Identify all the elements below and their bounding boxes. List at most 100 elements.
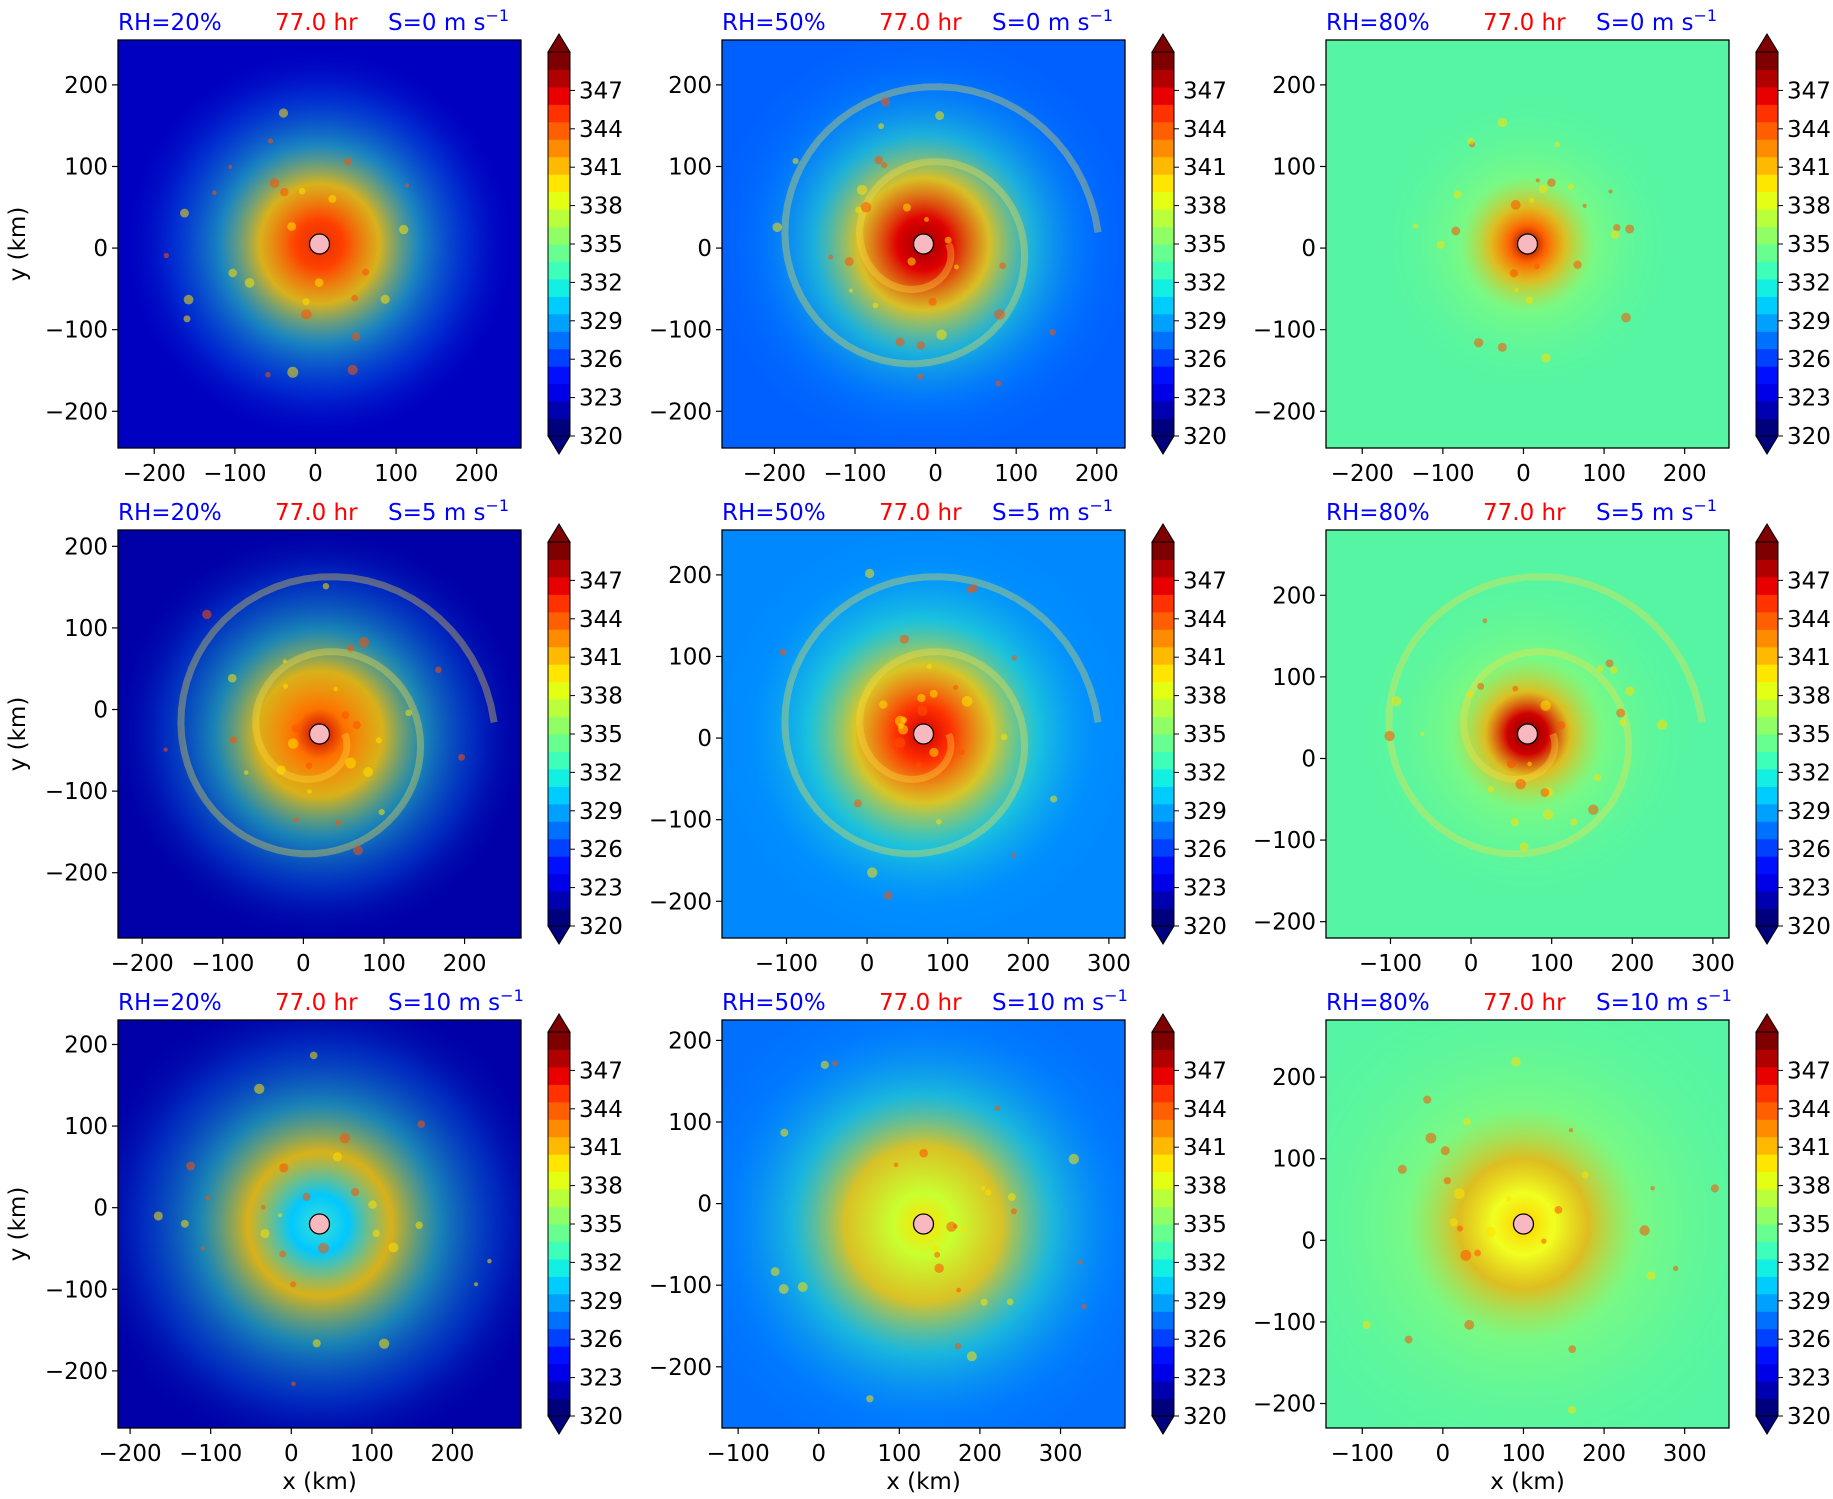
- colorbar-tick-label: 329: [579, 309, 623, 335]
- colorbar-segment: [1152, 156, 1174, 175]
- colorbar-segment: [1152, 768, 1174, 787]
- convective-cell: [1540, 700, 1551, 711]
- colorbar-segment: [548, 1206, 570, 1225]
- colorbar-tick-label: 326: [579, 837, 623, 863]
- colorbar-segment: [548, 261, 570, 280]
- colorbar-segment: [1152, 542, 1174, 560]
- x-tick-label: 100: [926, 951, 970, 977]
- colorbar-segment: [1756, 1258, 1778, 1277]
- y-tick-label: 0: [1301, 746, 1316, 772]
- colorbar-segment: [1756, 1311, 1778, 1330]
- convective-cell: [1362, 1320, 1371, 1329]
- title-shear: S=5 m s−1: [1596, 496, 1717, 526]
- colorbar-segment: [1756, 174, 1778, 193]
- x-tick-label: 200: [958, 1441, 1002, 1467]
- colorbar-segment: [1756, 418, 1778, 437]
- colorbar-tick-label: 347: [1183, 568, 1227, 594]
- colorbar-segment: [1756, 716, 1778, 735]
- colorbar-segment: [1756, 1154, 1778, 1173]
- colorbar-segment: [1756, 576, 1778, 595]
- convective-cell: [1510, 199, 1521, 210]
- colorbar-tick-label: 326: [1183, 837, 1227, 863]
- y-tick-label: −200: [649, 1355, 712, 1381]
- convective-cell: [872, 302, 879, 309]
- colorbar-tick-label: 329: [1183, 309, 1227, 335]
- y-tick-label: 100: [1272, 1147, 1316, 1173]
- convective-cell: [856, 184, 868, 196]
- colorbar-tick-label: 320: [1183, 914, 1227, 940]
- y-tick-label: 0: [1301, 1228, 1316, 1254]
- colorbar-segment: [548, 576, 570, 595]
- convective-cell: [1625, 224, 1635, 234]
- colorbar-extend-bottom: [1755, 435, 1779, 455]
- convective-cell: [1456, 1225, 1464, 1232]
- convective-cell: [832, 1060, 839, 1067]
- colorbar-tick-label: 338: [1787, 194, 1831, 220]
- colorbar-segment: [548, 542, 570, 560]
- colorbar-segment: [1152, 1241, 1174, 1260]
- convective-cell: [405, 709, 412, 717]
- colorbar-tick-label: 338: [1183, 684, 1227, 710]
- colorbar-segment: [1152, 52, 1174, 70]
- x-tick-label: 100: [877, 1441, 921, 1467]
- colorbar-segment: [1152, 1276, 1174, 1295]
- colorbar-tick-label: 332: [579, 270, 623, 296]
- convective-cell: [279, 1250, 287, 1258]
- colorbar-segment: [1756, 1032, 1778, 1050]
- convective-cell: [293, 817, 299, 823]
- colorbar: 347 344 341 338 335 332 329 326 323 320: [1151, 33, 1227, 455]
- colorbar-segment: [548, 244, 570, 262]
- convective-cell: [985, 1189, 992, 1196]
- convective-cell: [929, 689, 938, 698]
- colorbar-segment: [548, 226, 570, 245]
- colorbar-tick-label: 335: [1183, 722, 1227, 748]
- colorbar-segment: [1756, 331, 1778, 350]
- colorbar-segment: [1756, 69, 1778, 88]
- axes-frame: [1325, 1019, 1730, 1429]
- y-tick-label: 100: [64, 154, 108, 180]
- colorbar-segment: [1152, 838, 1174, 857]
- colorbar-segment: [1152, 699, 1174, 718]
- colorbar: 347 344 341 338 335 332 329 326 323 320: [1151, 1013, 1227, 1435]
- title-rh: RH=80%: [1326, 10, 1430, 36]
- convective-cell: [919, 1148, 928, 1158]
- colorbar-tick-label: 338: [1787, 1174, 1831, 1200]
- title-shear: S=0 m s−1: [992, 6, 1113, 36]
- convective-cell: [1011, 655, 1018, 661]
- convective-cell: [351, 294, 358, 302]
- x-tick-label: 200: [443, 951, 487, 977]
- colorbar-segment: [1756, 1084, 1778, 1103]
- colorbar-segment: [1152, 1346, 1174, 1365]
- convective-cell: [1582, 203, 1587, 208]
- convective-cell: [1397, 1164, 1407, 1174]
- convective-cell: [287, 222, 297, 231]
- colorbar-segment: [1756, 542, 1778, 560]
- convective-cell: [1616, 708, 1626, 718]
- convective-cell: [900, 716, 908, 724]
- colorbar: 347 344 341 338 335 332 329 326 323 320: [1755, 33, 1831, 455]
- colorbar-tick-label: 347: [1787, 1058, 1831, 1084]
- colorbar-segment: [1756, 104, 1778, 123]
- colorbar-segment: [548, 611, 570, 630]
- colorbar-segment: [1756, 278, 1778, 297]
- convective-cell: [916, 762, 922, 768]
- convective-cell: [347, 644, 355, 652]
- convective-cell: [881, 162, 888, 169]
- convective-cell: [1512, 685, 1519, 692]
- convective-cell: [298, 187, 306, 195]
- colorbar-segment: [1756, 629, 1778, 648]
- convective-cell: [458, 753, 466, 761]
- convective-cell: [1605, 659, 1614, 668]
- convective-cell: [269, 178, 280, 188]
- convective-cell: [934, 1251, 941, 1258]
- rainband: [781, 573, 1102, 858]
- colorbar-segment: [548, 401, 570, 420]
- x-tick-label: 200: [1075, 461, 1119, 487]
- colorbar-segment: [548, 104, 570, 123]
- colorbar-segment: [1756, 751, 1778, 770]
- colorbar-tick-label: 320: [579, 1404, 623, 1430]
- convective-cell: [1593, 774, 1602, 782]
- panel-2: −200 −100 0 100 200 200 100 0 −100 −200 RH=50% 77.0…: [649, 6, 1227, 487]
- panel-6: −100 0 100 200 300 200 100 0 −100 −200 RH=80% 77.0 …: [1253, 496, 1831, 977]
- convective-cell: [347, 364, 358, 376]
